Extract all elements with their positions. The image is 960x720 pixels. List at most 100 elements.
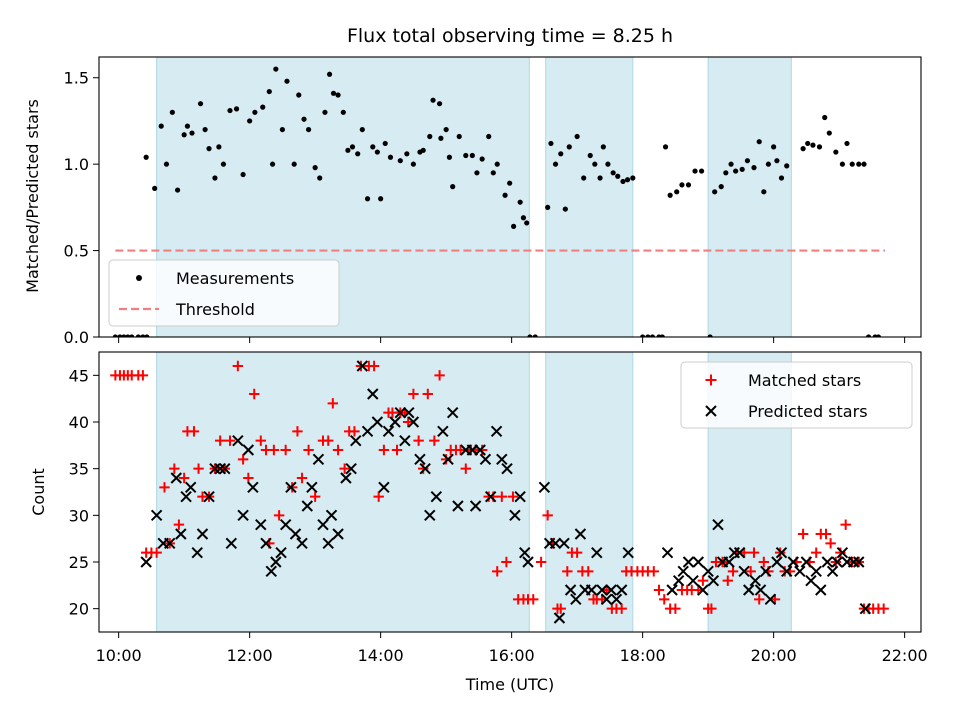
matched-star-point bbox=[280, 444, 291, 456]
measurement-point bbox=[581, 175, 587, 181]
matched-star-point bbox=[562, 566, 573, 577]
legend-matched-marker bbox=[705, 374, 717, 386]
measurement-point bbox=[640, 334, 646, 337]
predicted-star-point bbox=[403, 406, 415, 419]
measurement-point bbox=[378, 196, 384, 202]
predicted-star-point bbox=[600, 593, 613, 606]
measurement-point bbox=[330, 90, 337, 96]
ratio-legend-label: Measurements bbox=[176, 269, 294, 288]
measurement-point bbox=[592, 161, 598, 167]
predicted-star-point bbox=[738, 565, 750, 578]
matched-star-point bbox=[193, 463, 204, 474]
matched-star-point bbox=[754, 594, 765, 605]
predicted-star-point bbox=[496, 453, 508, 466]
matched-star-point bbox=[727, 566, 739, 577]
predicted-star-point bbox=[574, 528, 587, 540]
matched-star-point bbox=[303, 444, 314, 456]
predicted-star-point bbox=[490, 425, 503, 438]
predicted-star-point bbox=[712, 518, 724, 531]
measurement-point bbox=[129, 334, 135, 337]
measurement-point bbox=[479, 156, 485, 162]
predicted-star-point bbox=[615, 584, 628, 596]
matched-star-point bbox=[323, 435, 334, 446]
predicted-star-point bbox=[596, 584, 608, 596]
predicted-star-point bbox=[474, 444, 486, 456]
matched-star-point bbox=[455, 444, 466, 456]
predicted-star-point bbox=[672, 574, 685, 587]
measurement-point bbox=[610, 170, 616, 176]
measurement-point bbox=[744, 158, 751, 164]
measurement-point bbox=[144, 334, 150, 337]
predicted-star-point bbox=[754, 584, 767, 596]
predicted-star-point bbox=[378, 481, 390, 494]
matched-star-point bbox=[653, 584, 665, 596]
predicted-star-point bbox=[180, 490, 192, 503]
count-x-tick-label: 22:00 bbox=[882, 646, 928, 665]
matched-star-point bbox=[745, 566, 756, 577]
count-axes-frame bbox=[98, 351, 922, 633]
measurement-point bbox=[174, 187, 181, 193]
measurement-point bbox=[410, 161, 416, 167]
measurement-point bbox=[382, 140, 388, 147]
predicted-star-point bbox=[787, 556, 799, 568]
predicted-star-point bbox=[175, 528, 187, 540]
predicted-star-point bbox=[414, 453, 426, 466]
predicted-star-point bbox=[237, 509, 249, 522]
predicted-star-point bbox=[270, 556, 282, 568]
measurement-point bbox=[273, 66, 279, 72]
count-y-tick-label: 30 bbox=[69, 506, 89, 525]
predicted-star-point bbox=[394, 406, 406, 419]
matched-star-point bbox=[476, 444, 488, 456]
count-series-x bbox=[140, 360, 872, 624]
predicted-star-point bbox=[371, 416, 384, 428]
count-legend-box bbox=[680, 361, 913, 429]
chart-title: Flux total observing time = 8.25 h bbox=[347, 25, 673, 47]
measurement-point bbox=[778, 175, 785, 181]
measurement-point bbox=[662, 144, 669, 150]
predicted-star-point bbox=[771, 556, 783, 568]
measurement-point bbox=[545, 204, 551, 210]
measurement-point bbox=[723, 170, 729, 176]
predicted-star-point bbox=[723, 556, 735, 568]
measurement-point bbox=[574, 133, 580, 140]
measurement-point bbox=[800, 146, 806, 152]
measurement-point bbox=[718, 184, 724, 190]
matched-star-point bbox=[460, 463, 471, 474]
measurement-point bbox=[266, 88, 272, 95]
measurement-point bbox=[374, 149, 380, 155]
measurement-point bbox=[420, 147, 426, 153]
predicted-star-point bbox=[442, 453, 454, 466]
predicted-star-point bbox=[805, 574, 817, 587]
predicted-star-point bbox=[749, 574, 761, 587]
matched-star-point bbox=[496, 491, 508, 502]
measurement-point bbox=[707, 334, 713, 337]
ratio-legend-label: Threshold bbox=[175, 300, 255, 319]
x-axis-label: Time (UTC) bbox=[465, 675, 554, 694]
measurement-point bbox=[839, 161, 846, 167]
count-x-tick-label: 12:00 bbox=[227, 646, 273, 665]
measurement-point bbox=[227, 107, 233, 114]
predicted-star-point bbox=[775, 546, 788, 559]
measurement-point bbox=[532, 334, 538, 337]
predicted-star-point bbox=[407, 416, 420, 428]
measurement-point bbox=[279, 126, 285, 133]
measurement-point bbox=[511, 223, 517, 229]
predicted-star-point bbox=[184, 481, 197, 494]
measurement-point bbox=[240, 171, 246, 178]
predicted-star-point bbox=[682, 556, 695, 568]
count-y-tick-label: 40 bbox=[69, 413, 89, 432]
matched-star-point bbox=[292, 426, 303, 437]
matched-star-point bbox=[571, 547, 583, 558]
measurement-point bbox=[816, 144, 823, 150]
measurement-point bbox=[712, 189, 718, 195]
measurement-point bbox=[450, 184, 456, 190]
matched-star-point bbox=[748, 547, 760, 558]
predicted-star-point bbox=[419, 462, 431, 475]
count-shaded-interval bbox=[545, 351, 634, 633]
measurement-point bbox=[206, 146, 212, 152]
ratio-legend: Measurements Threshold bbox=[108, 259, 340, 327]
measurement-point bbox=[446, 154, 453, 160]
measurement-point bbox=[630, 175, 636, 181]
predicted-star-point bbox=[356, 360, 369, 372]
matched-star-point bbox=[820, 528, 832, 540]
